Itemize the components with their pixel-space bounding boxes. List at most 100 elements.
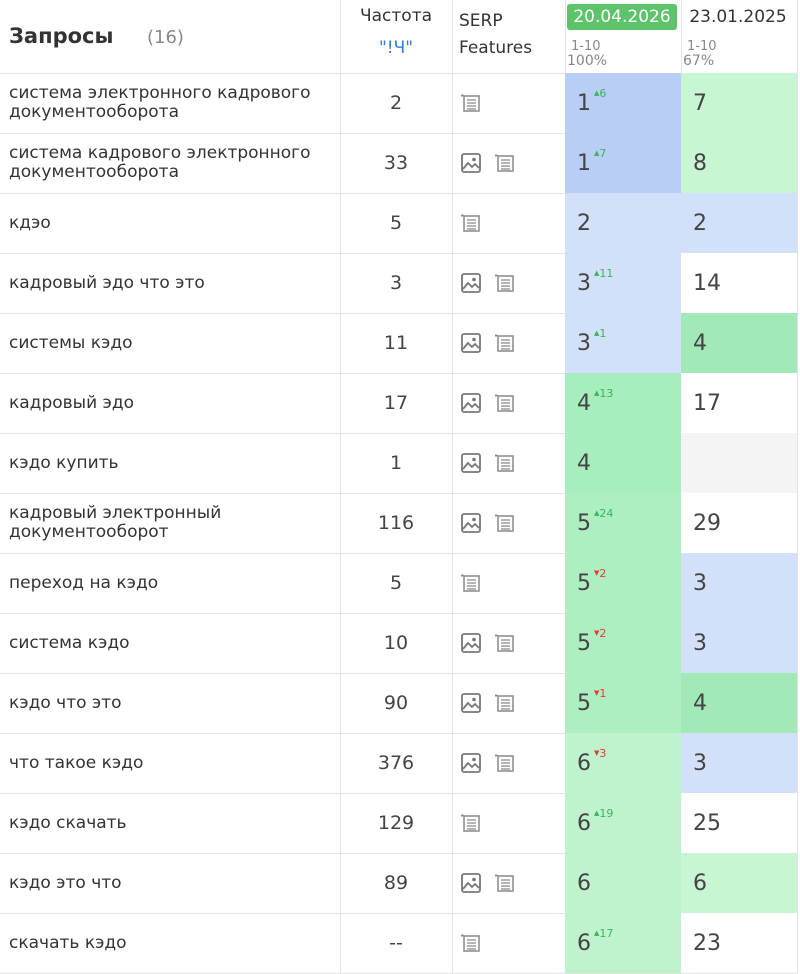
position-cell[interactable]: 3 ▲11 xyxy=(565,253,682,314)
change-value: 1 xyxy=(599,326,607,340)
list-icon xyxy=(461,814,480,832)
position-cell[interactable]: 3 ▲1 xyxy=(565,313,682,374)
change-value: 6 xyxy=(599,86,607,100)
query[interactable]: что такое кэдо xyxy=(0,733,341,794)
position-cell[interactable]: 6 xyxy=(565,853,682,914)
position-cell[interactable] xyxy=(681,433,798,494)
frequency: 2 xyxy=(340,73,453,134)
serp-features xyxy=(452,613,566,674)
query[interactable]: система кадрового электронного документо… xyxy=(0,133,341,194)
image-icon xyxy=(461,153,481,173)
position-cell[interactable]: 8 xyxy=(681,133,798,194)
query[interactable]: кадровый эдо что это xyxy=(0,253,341,314)
change-value: 19 xyxy=(599,806,614,820)
date-header[interactable]: 23.01.2025 xyxy=(689,7,787,27)
frequency: 11 xyxy=(340,313,453,374)
query[interactable]: кэдо что это xyxy=(0,673,341,734)
date-range: 1-10 xyxy=(687,39,717,54)
position-cell[interactable]: 4 xyxy=(565,433,682,494)
position-cell[interactable]: 2 xyxy=(681,193,798,254)
position: 3 xyxy=(577,270,591,296)
frequency: 90 xyxy=(340,673,453,734)
position: 8 xyxy=(693,150,707,176)
query[interactable]: кэдо купить xyxy=(0,433,341,494)
position-cell[interactable]: 6 ▲19 xyxy=(565,793,682,854)
frequency: 116 xyxy=(340,493,453,554)
position-cell[interactable]: 4 xyxy=(681,313,798,374)
position: 6 xyxy=(577,810,591,836)
position-cell[interactable]: 25 xyxy=(681,793,798,854)
frequency-type[interactable]: "!Ч" xyxy=(378,38,414,58)
position-cell[interactable]: 29 xyxy=(681,493,798,554)
position: 2 xyxy=(693,210,707,236)
position: 3 xyxy=(577,330,591,356)
position-cell[interactable]: 4 ▲13 xyxy=(565,373,682,434)
query[interactable]: кэдо это что xyxy=(0,853,341,914)
list-icon xyxy=(495,394,514,412)
position: 4 xyxy=(693,690,707,716)
position-cell[interactable]: 3 xyxy=(681,613,798,674)
query[interactable]: скачать кэдо xyxy=(0,913,341,974)
serp-features xyxy=(452,673,566,734)
position: 29 xyxy=(693,510,721,536)
position: 5 xyxy=(577,690,591,716)
date-header[interactable]: 20.04.2026 xyxy=(567,4,677,30)
position-cell[interactable]: 14 xyxy=(681,253,798,314)
serp-features xyxy=(452,493,566,554)
query[interactable]: кэдо скачать xyxy=(0,793,341,854)
query[interactable]: кадровый эдо xyxy=(0,373,341,434)
change-value: 17 xyxy=(599,926,614,940)
serp-features xyxy=(452,433,566,494)
position-cell[interactable]: 17 xyxy=(681,373,798,434)
position-cell[interactable]: 5 ▼2 xyxy=(565,553,682,614)
date-percent: 100% xyxy=(567,53,608,69)
position: 1 xyxy=(577,90,591,116)
query[interactable]: кдэо xyxy=(0,193,341,254)
list-icon xyxy=(495,514,514,532)
position-cell[interactable]: 1 ▲7 xyxy=(565,133,682,194)
position-cell[interactable]: 2 xyxy=(565,193,682,254)
list-icon xyxy=(461,94,480,112)
serp-features xyxy=(452,913,566,974)
position-change: ▲1 xyxy=(594,327,606,340)
frequency-header[interactable]: Частота xyxy=(359,6,433,26)
position-cell[interactable]: 4 xyxy=(681,673,798,734)
position: 1 xyxy=(577,150,591,176)
frequency: 5 xyxy=(340,553,453,614)
frequency: 129 xyxy=(340,793,453,854)
query[interactable]: система кэдо xyxy=(0,613,341,674)
list-icon xyxy=(461,574,480,592)
change-value: 2 xyxy=(599,626,607,640)
header-cell xyxy=(0,0,341,74)
position-cell[interactable]: 5 ▼2 xyxy=(565,613,682,674)
position-cell[interactable]: 5 ▼1 xyxy=(565,673,682,734)
position-cell[interactable]: 6 ▼3 xyxy=(565,733,682,794)
position-cell[interactable]: 1 ▲6 xyxy=(565,73,682,134)
position-cell[interactable]: 3 xyxy=(681,733,798,794)
change-arrow: ▲ xyxy=(594,388,600,397)
position-cell[interactable]: 5 ▲24 xyxy=(565,493,682,554)
position-cell[interactable]: 3 xyxy=(681,553,798,614)
position-cell[interactable]: 23 xyxy=(681,913,798,974)
query[interactable]: кадровый электронный документооборот xyxy=(0,493,341,554)
position: 6 xyxy=(577,870,591,896)
serp-features xyxy=(452,373,566,434)
query[interactable]: переход на кэдо xyxy=(0,553,341,614)
change-arrow: ▲ xyxy=(594,508,600,517)
list-icon xyxy=(495,634,514,652)
position-cell[interactable]: 6 xyxy=(681,853,798,914)
position-cell[interactable]: 6 ▲17 xyxy=(565,913,682,974)
change-arrow: ▲ xyxy=(594,88,600,97)
position-change: ▲19 xyxy=(594,807,613,820)
change-value: 13 xyxy=(599,386,614,400)
position-cell[interactable]: 7 xyxy=(681,73,798,134)
change-arrow: ▼ xyxy=(594,688,600,697)
query[interactable]: системы кэдо xyxy=(0,313,341,374)
position-change: ▲7 xyxy=(594,147,606,160)
list-icon xyxy=(495,454,514,472)
image-icon xyxy=(461,693,481,713)
query[interactable]: система электронного кадрового документо… xyxy=(0,73,341,134)
image-icon xyxy=(461,453,481,473)
frequency: -- xyxy=(340,913,453,974)
